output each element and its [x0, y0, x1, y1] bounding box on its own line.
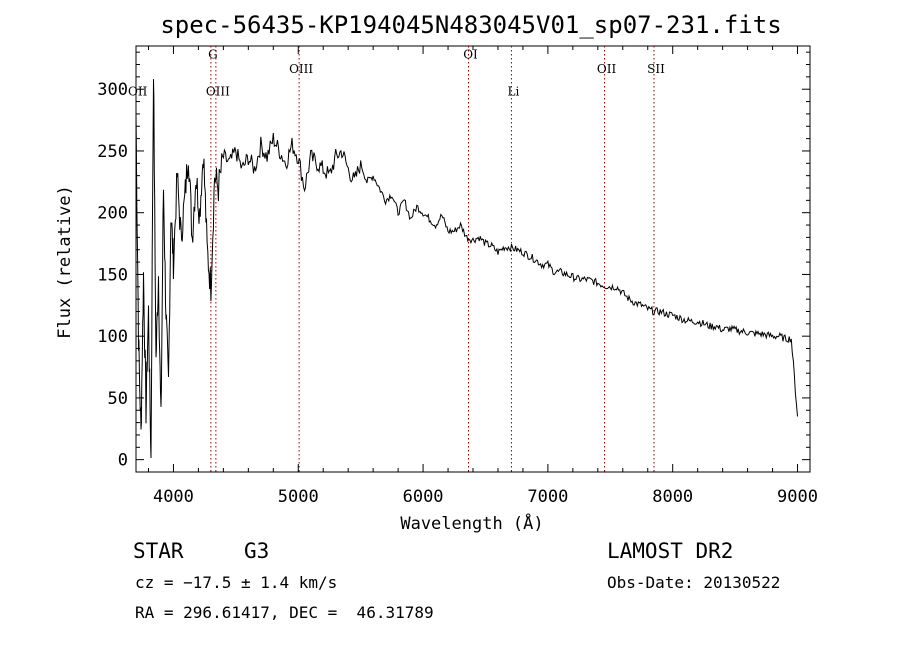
- y-tick-label: 50: [108, 389, 128, 409]
- coordinates: RA = 296.61417, DEC = 46.31789: [135, 603, 434, 622]
- y-tick-label: 200: [97, 204, 128, 224]
- spectral-line-label: OIII: [289, 62, 313, 76]
- spectrum-series: [135, 79, 798, 459]
- y-axis-label: Flux (relative): [55, 185, 75, 339]
- redshift-cz: cz = −17.5 ± 1.4 km/s: [135, 573, 338, 592]
- x-tick-label: 6000: [403, 487, 444, 507]
- y-axis: 0 50 100 150 200 250 300: [97, 51, 810, 471]
- emission-lines: G OIII OIII OI Li OII SII OII: [128, 46, 665, 472]
- survey-name: LAMOST DR2: [607, 539, 734, 563]
- spectral-line-label: G: [208, 47, 218, 61]
- y-tick-label: 300: [97, 80, 128, 100]
- obs-date: Obs-Date: 20130522: [607, 573, 781, 592]
- x-tick-label: 8000: [652, 487, 693, 507]
- y-tick-label: 0: [118, 451, 128, 471]
- spectrum-line: [135, 79, 798, 459]
- x-axis-label: Wavelength (Å): [400, 512, 543, 534]
- y-tick-label: 100: [97, 327, 128, 347]
- plot-frame: [135, 45, 811, 473]
- spectral-line-label: Li: [508, 84, 520, 98]
- plot-border: [135, 45, 811, 473]
- chart-title: spec-56435-KP194045N483045V01_sp07-231.f…: [160, 11, 781, 39]
- spectral-line-label: OI: [463, 47, 478, 61]
- x-axis: 4000 5000 6000 7000 8000 9000: [147, 46, 818, 507]
- spectral-line-label: OII: [597, 62, 617, 76]
- y-tick-label: 150: [97, 265, 128, 285]
- spectral-line-label: SII: [647, 62, 665, 76]
- y-tick-label: 250: [97, 142, 128, 162]
- x-tick-label: 4000: [153, 487, 194, 507]
- spectral-line-label: OII: [128, 84, 148, 98]
- object-subclass: G3: [244, 539, 270, 563]
- spectral-line-label: OIII: [206, 84, 230, 98]
- x-tick-label: 5000: [278, 487, 319, 507]
- object-class: STAR: [133, 539, 184, 563]
- x-tick-label: 7000: [527, 487, 568, 507]
- x-tick-label: 9000: [777, 487, 818, 507]
